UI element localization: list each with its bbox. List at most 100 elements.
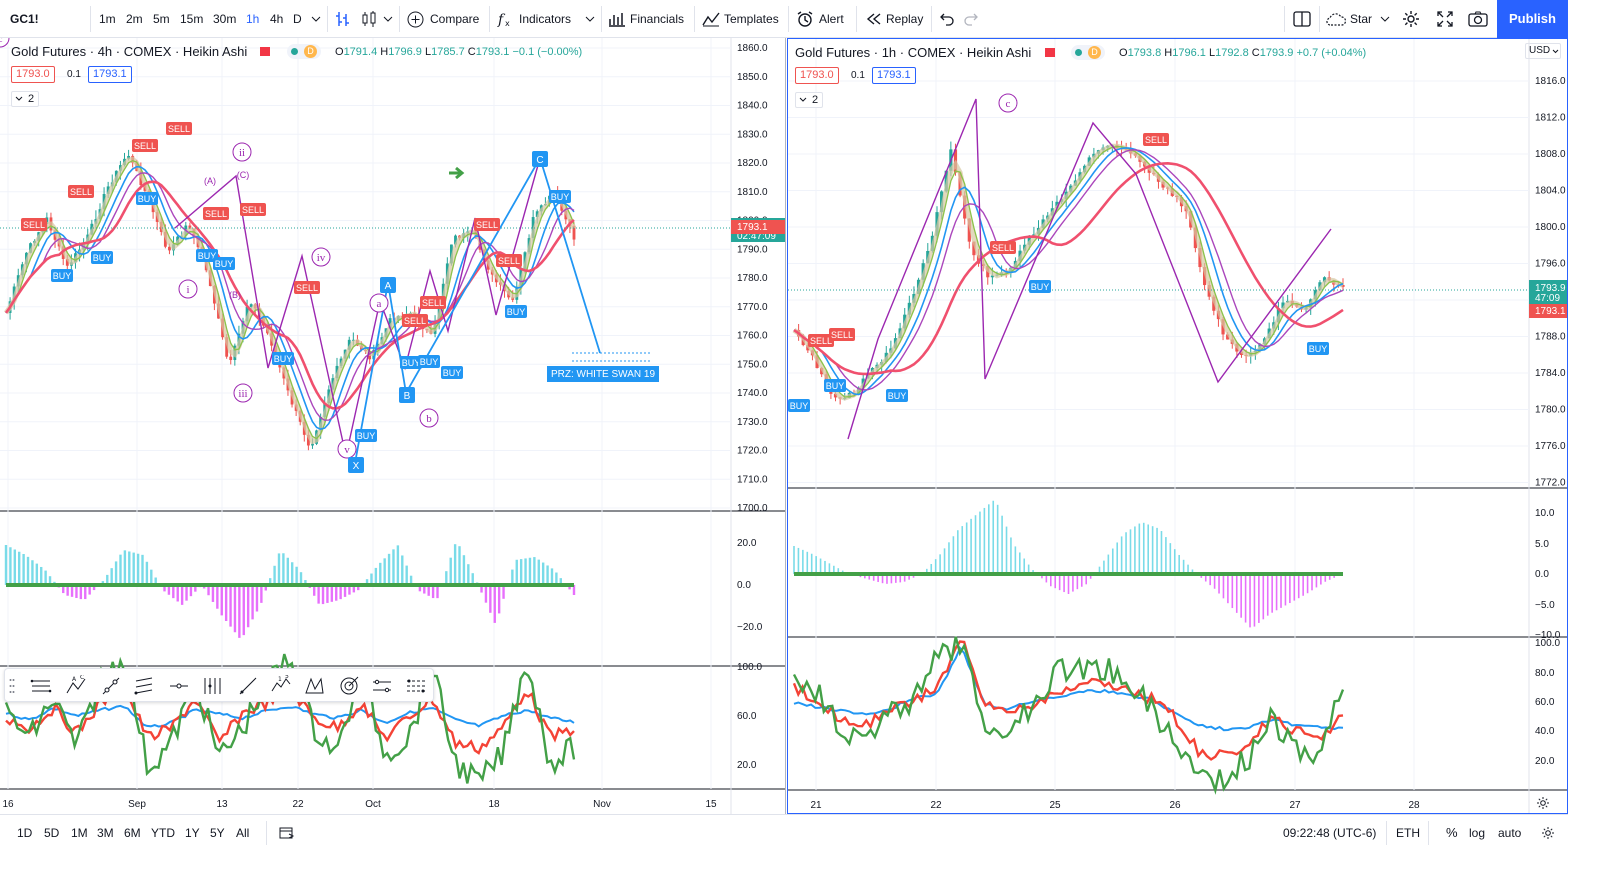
- compare-plus-icon[interactable]: [407, 11, 424, 28]
- drag-handle-icon[interactable]: [9, 678, 15, 694]
- chevron-down-icon[interactable]: [1380, 14, 1390, 24]
- left-chart-title[interactable]: Gold Futures · 4h · COMEX · Heikin Ashi: [11, 44, 248, 59]
- ma-slow: [4, 180, 575, 410]
- forecast-icon[interactable]: [371, 675, 393, 697]
- signal-buy: BUY: [826, 381, 845, 391]
- camera-icon[interactable]: [1468, 11, 1488, 27]
- layout-icon[interactable]: [1293, 11, 1311, 27]
- wave-label: (A): [204, 176, 216, 186]
- symbol-search[interactable]: GC1!: [10, 12, 39, 26]
- candle-body: [65, 258, 69, 266]
- clock-time[interactable]: 09:22:48 (UTC-6): [1283, 826, 1377, 840]
- interval-d[interactable]: D: [293, 12, 302, 26]
- chevron-down-icon[interactable]: [383, 14, 393, 24]
- star-layout-name[interactable]: Star: [1350, 12, 1373, 26]
- percent-scale-toggle[interactable]: %: [1446, 825, 1458, 840]
- date-range-icon[interactable]: [279, 826, 295, 840]
- financials-icon[interactable]: [608, 11, 626, 27]
- session-toggle[interactable]: ETH: [1396, 826, 1420, 840]
- range-all[interactable]: All: [236, 826, 250, 840]
- elliott-wave-icon[interactable]: [30, 675, 52, 697]
- collapse-indicators-button[interactable]: 2: [795, 92, 823, 108]
- bar-style-icon[interactable]: [334, 10, 352, 28]
- gear-icon[interactable]: [1402, 10, 1420, 28]
- interval-1m[interactable]: 1m: [99, 12, 116, 26]
- gann-fan-icon[interactable]: [338, 675, 360, 697]
- auto-scale-toggle[interactable]: auto: [1498, 826, 1522, 840]
- range-1m[interactable]: 1M: [71, 826, 88, 840]
- financials-button[interactable]: Financials: [630, 12, 685, 26]
- cloud-icon[interactable]: [1325, 11, 1347, 27]
- currency-selector[interactable]: USD: [1525, 43, 1561, 59]
- undo-icon[interactable]: [940, 12, 954, 26]
- compare-button[interactable]: Compare: [430, 12, 480, 26]
- collapse-indicators-button[interactable]: 2: [11, 91, 39, 107]
- candle-body: [972, 241, 976, 256]
- vertical-lines-icon[interactable]: [201, 675, 223, 697]
- price-tick: 1796.0: [1535, 259, 1566, 270]
- log-scale-toggle[interactable]: log: [1469, 826, 1486, 840]
- interval-30m[interactable]: 30m: [213, 12, 237, 26]
- interval-2m[interactable]: 2m: [126, 12, 143, 26]
- wave-label: a: [377, 298, 382, 310]
- sell-price-box[interactable]: 1793.0: [795, 67, 839, 84]
- right-chart[interactable]: 1816.01812.01808.01804.01800.01796.01792…: [787, 38, 1568, 814]
- templates-button[interactable]: Templates: [724, 12, 779, 26]
- market-status-badge[interactable]: D: [1071, 45, 1105, 60]
- fib-retracement-icon[interactable]: [133, 675, 155, 697]
- gear-icon[interactable]: [1536, 796, 1550, 810]
- range-1d[interactable]: 1D: [17, 826, 33, 840]
- ray-line-icon[interactable]: [237, 675, 259, 697]
- replay-button[interactable]: Replay: [886, 12, 924, 26]
- projection-icon[interactable]: [405, 675, 427, 697]
- fullscreen-icon[interactable]: [1437, 11, 1453, 27]
- range-5d[interactable]: 5D: [44, 826, 60, 840]
- range-3m[interactable]: 3M: [97, 826, 114, 840]
- candle-body: [245, 306, 249, 322]
- range-1y[interactable]: 1Y: [185, 826, 200, 840]
- redo-icon[interactable]: [964, 12, 978, 26]
- signal-sell-box: [496, 254, 522, 267]
- chevron-down-icon[interactable]: [311, 14, 321, 24]
- xabcd-pattern-icon[interactable]: [303, 675, 325, 697]
- range-ytd[interactable]: YTD: [151, 826, 175, 840]
- trend-line-icon[interactable]: [100, 675, 122, 697]
- left-chart[interactable]: 1860.01850.01840.01830.01820.01810.01800…: [0, 38, 786, 814]
- interval-15m[interactable]: 15m: [180, 12, 204, 26]
- time-tick: 27: [1289, 800, 1301, 811]
- alarm-clock-icon[interactable]: [796, 10, 814, 28]
- price-tick: 1720.0: [737, 446, 768, 457]
- buy-price-box[interactable]: 1793.1: [872, 67, 916, 84]
- interval-1h[interactable]: 1h: [246, 12, 260, 26]
- gear-icon[interactable]: [1541, 826, 1555, 840]
- ma-glow: [792, 143, 1345, 401]
- interval-5m[interactable]: 5m: [153, 12, 170, 26]
- flag-icon[interactable]: [1044, 47, 1056, 59]
- interval-4h[interactable]: 4h: [270, 12, 284, 26]
- alert-button[interactable]: Alert: [819, 12, 844, 26]
- indicators-button[interactable]: Indicators: [519, 12, 572, 26]
- signal-buy: BUY: [1031, 282, 1050, 292]
- chevron-down-icon[interactable]: [585, 14, 595, 24]
- right-chart-title[interactable]: Gold Futures · 1h · COMEX · Heikin Ashi: [795, 45, 1032, 60]
- market-status-badge[interactable]: D: [287, 44, 321, 59]
- sell-price-box[interactable]: 1793.0: [11, 66, 55, 83]
- right-chart-canvas[interactable]: 1816.01812.01808.01804.01800.01796.01792…: [788, 39, 1568, 814]
- signal-buy-box: [886, 389, 908, 402]
- price-tick: 1788.0: [1535, 332, 1566, 343]
- left-chart-canvas[interactable]: 1860.01850.01840.01830.01820.01810.01800…: [0, 38, 786, 814]
- flag-icon[interactable]: [259, 46, 271, 58]
- horizontal-line-icon[interactable]: [168, 675, 190, 697]
- signal-buy: BUY: [443, 368, 462, 378]
- templates-icon[interactable]: [702, 11, 720, 27]
- range-6m[interactable]: 6M: [124, 826, 141, 840]
- candles-icon[interactable]: [360, 10, 378, 28]
- publish-button[interactable]: Publish: [1497, 0, 1568, 38]
- buy-price-box[interactable]: 1793.1: [88, 66, 132, 83]
- replay-rewind-icon[interactable]: [866, 12, 882, 26]
- range-5y[interactable]: 5Y: [210, 826, 225, 840]
- signal-sell: SELL: [168, 124, 190, 134]
